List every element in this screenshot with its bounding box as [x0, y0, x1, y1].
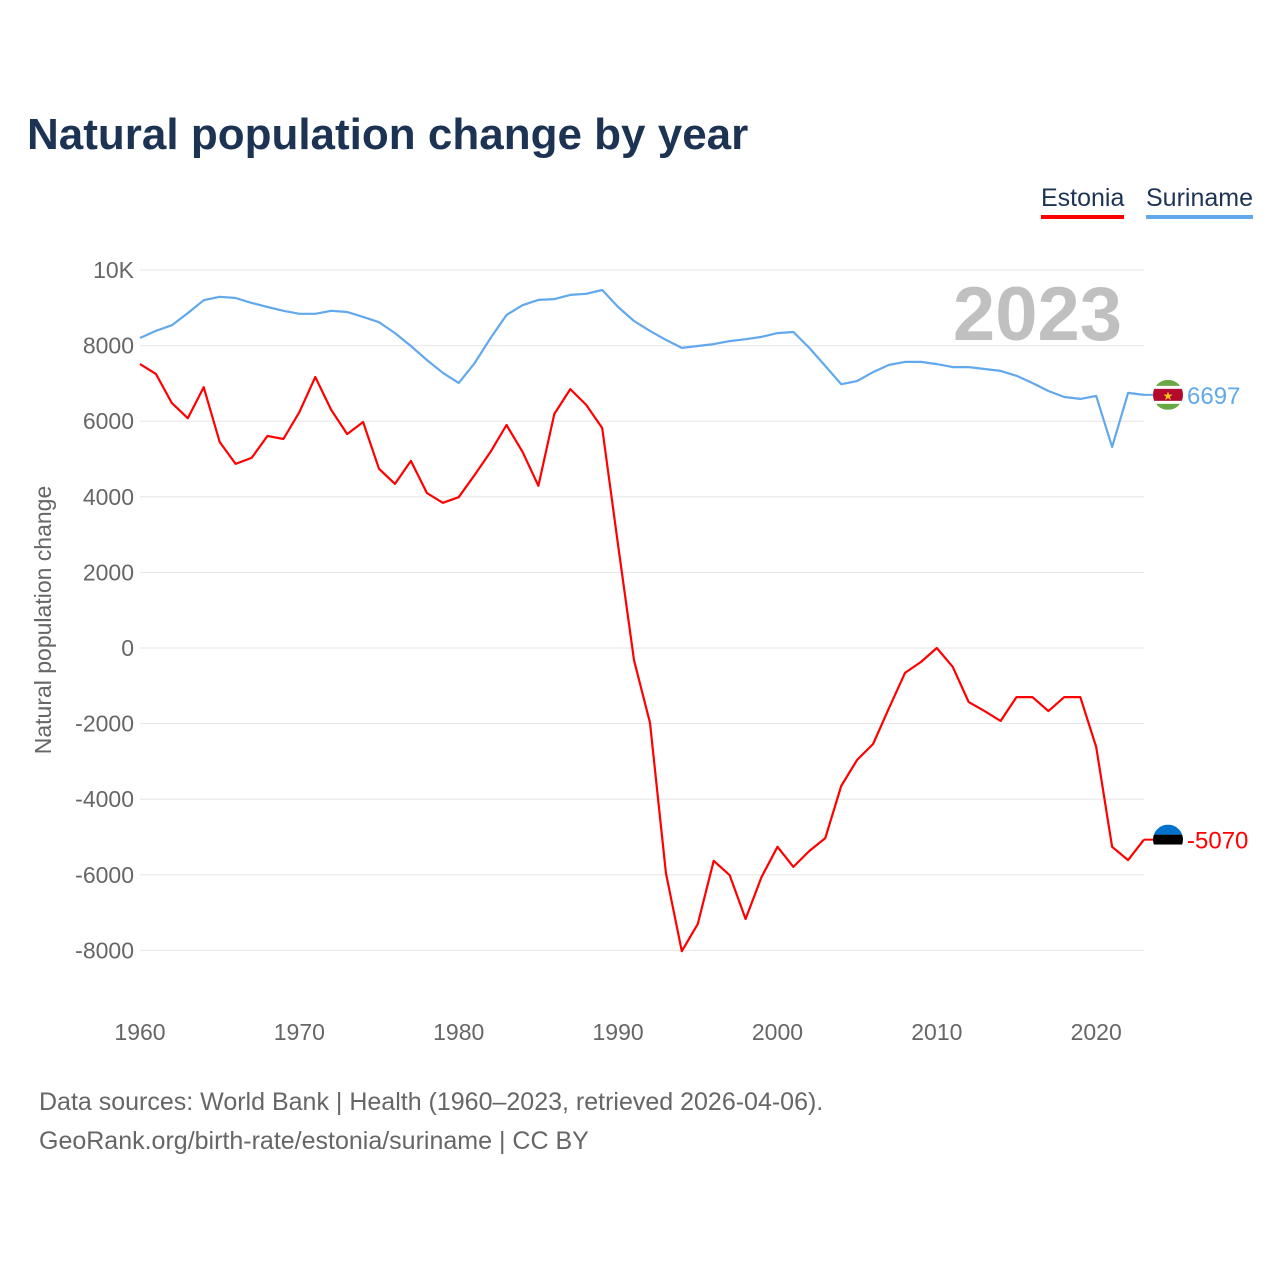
- y-tick-label: 2000: [83, 559, 134, 585]
- x-tick-label: 1980: [433, 1019, 484, 1045]
- x-tick-label: 1990: [593, 1019, 644, 1045]
- y-tick-label: 0: [121, 635, 134, 661]
- y-tick-label: -6000: [75, 862, 134, 888]
- y-tick-label: 6000: [83, 408, 134, 434]
- estonia-flag-icon: [1153, 824, 1183, 855]
- source-text: Data sources: World Bank | Health (1960–…: [39, 1088, 824, 1116]
- series-line-suriname: [139, 288, 1145, 448]
- y-tick-label: 10K: [93, 257, 135, 283]
- chart-title: Natural population change by year: [27, 110, 749, 159]
- source-link[interactable]: GeoRank.org/birth-rate/estonia/suriname …: [39, 1127, 589, 1155]
- series-line-estonia: [139, 363, 1145, 953]
- x-tick-label: 1960: [114, 1019, 165, 1045]
- end-value-label-suriname: 6697: [1187, 383, 1240, 410]
- y-tick-label: 4000: [83, 484, 134, 510]
- x-tick-label: 2000: [752, 1019, 803, 1045]
- x-tick-label: 1970: [274, 1019, 325, 1045]
- y-tick-label: -4000: [75, 786, 134, 812]
- x-tick-label: 2020: [1071, 1019, 1122, 1045]
- legend-item-estonia[interactable]: Estonia: [1041, 184, 1125, 219]
- y-tick-label: -8000: [75, 937, 134, 963]
- legend-item-suriname[interactable]: Suriname: [1146, 184, 1253, 219]
- svg-text:★: ★: [1163, 389, 1174, 403]
- suriname-flag-icon: ★: [1153, 379, 1183, 410]
- y-tick-label: 8000: [83, 333, 134, 359]
- x-tick-label: 2010: [911, 1019, 962, 1045]
- y-tick-label: -2000: [75, 711, 134, 737]
- end-value-label-estonia: -5070: [1187, 828, 1248, 855]
- y-axis-label: Natural population change: [30, 486, 56, 755]
- year-watermark: 2023: [953, 272, 1122, 357]
